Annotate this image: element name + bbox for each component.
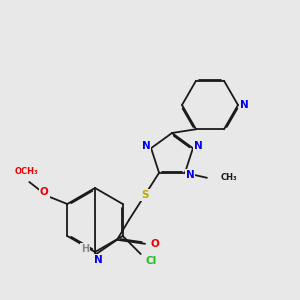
Text: N: N [186,170,194,180]
Text: Cl: Cl [145,256,156,266]
Text: S: S [141,190,149,200]
Text: H: H [81,244,89,254]
Text: O: O [151,239,159,249]
Text: N: N [240,100,248,110]
Text: N: N [94,255,102,265]
Text: N: N [194,141,202,151]
Text: OCH₃: OCH₃ [14,167,38,176]
Text: N: N [142,141,151,151]
Text: CH₃: CH₃ [221,173,238,182]
Text: O: O [40,187,49,197]
